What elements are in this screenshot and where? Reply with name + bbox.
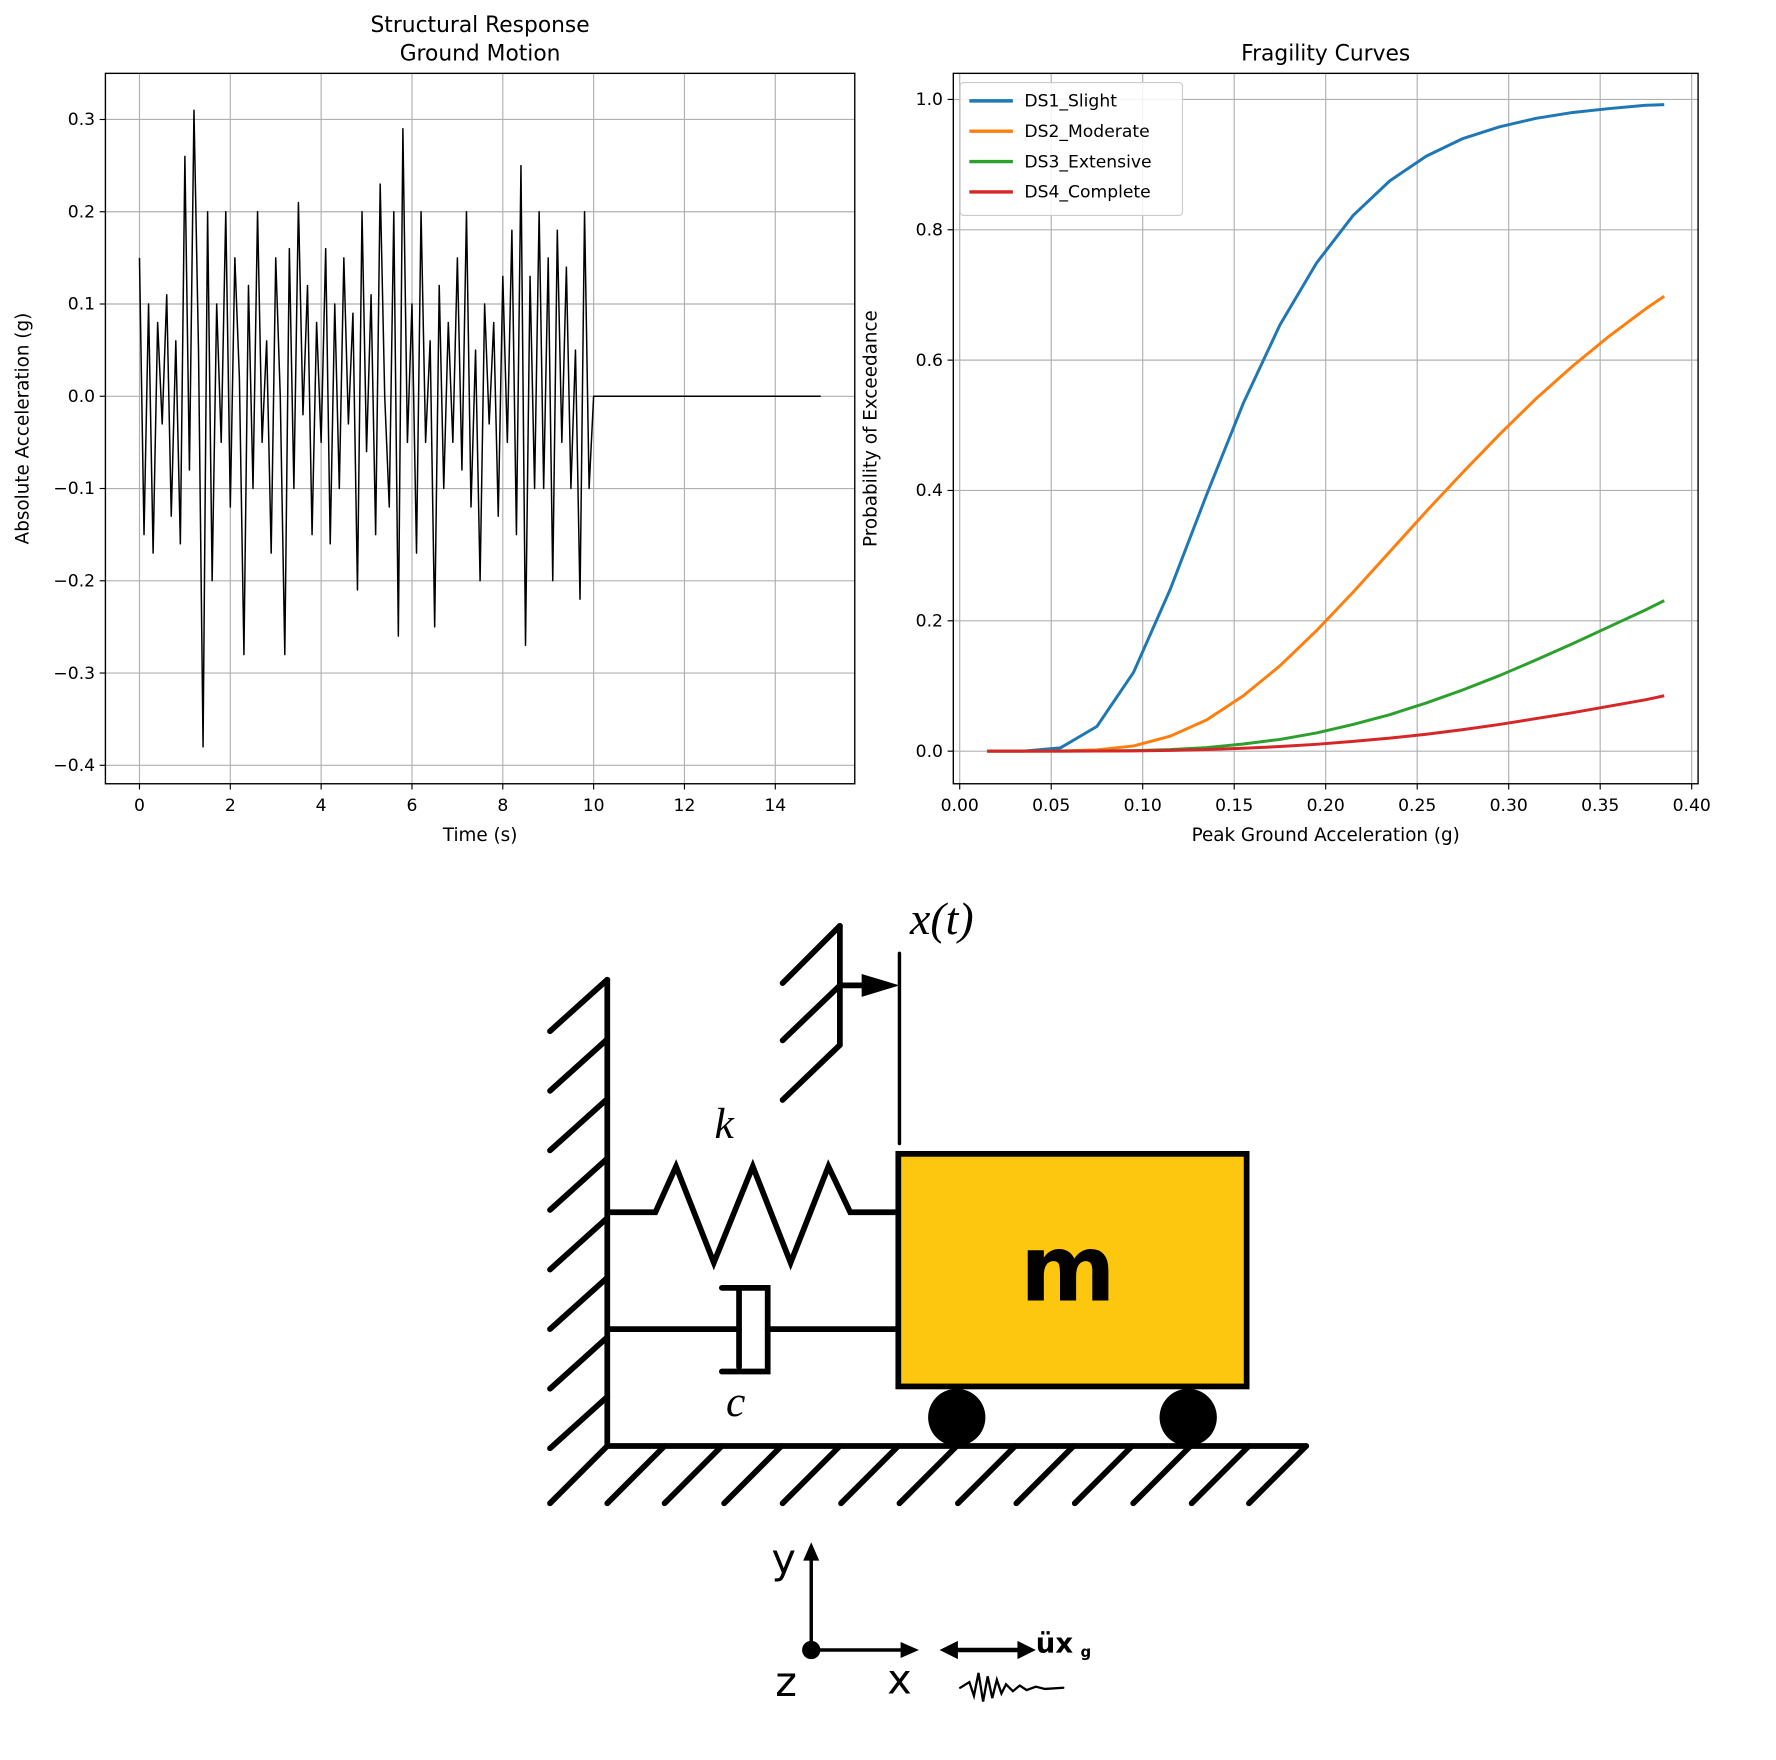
arrow-head [803, 1542, 820, 1561]
y-tick-label: 0.0 [916, 742, 943, 762]
arrow-head [1017, 1640, 1036, 1660]
legend-label: DS4_Complete [1024, 183, 1150, 203]
legend-box [959, 81, 1184, 217]
x-axis-label: Peak Ground Acceleration (g) [1192, 825, 1460, 846]
x-tick-label: 0.15 [1215, 796, 1253, 816]
x-tick-label: 0.25 [1398, 796, 1436, 816]
y-tick-label: −0.4 [53, 756, 95, 776]
ground-accel-subscript: g [1080, 1643, 1091, 1661]
stiffness-label: k [714, 1100, 734, 1148]
displacement-label: x(t) [909, 893, 974, 944]
plot-frame [952, 72, 1699, 785]
legend-label: DS3_Extensive [1024, 152, 1151, 172]
sdof-diagram: x(t) k c m y z x üx g [547, 893, 1310, 1706]
y-tick-label: −0.2 [53, 572, 95, 592]
chart-title: Fragility Curves [1241, 42, 1410, 67]
wheel [928, 1388, 986, 1447]
x-tick-label: 0.35 [1581, 796, 1619, 816]
mass-label: m [1020, 1216, 1116, 1323]
x-tick-label: 0.05 [1032, 796, 1070, 816]
x-tick-label: 0.30 [1490, 796, 1528, 816]
arrow-head [939, 1640, 958, 1660]
reference-hatch [779, 922, 843, 1103]
ground-hatch [547, 1443, 1310, 1507]
chart-panel: 0.00 0.05 0.10 0.15 0.20 0.25 0.30 0.35 0.40 0.0 0… [861, 42, 1711, 846]
x-tick-label: 14 [764, 796, 786, 816]
x-tick-label: 0.10 [1124, 796, 1162, 816]
seismogram [959, 1672, 1065, 1702]
y-tick-label: 0.0 [68, 387, 95, 407]
x-tick-label: 0 [134, 796, 145, 816]
x-tick-label: 0.20 [1307, 796, 1345, 816]
x-tick-label: 6 [407, 796, 418, 816]
chart-title: Structural Response [370, 13, 589, 38]
x-tick-label: 0.00 [941, 796, 979, 816]
y-tick-label: 0.2 [916, 612, 943, 632]
x-tick-label: 8 [497, 796, 508, 816]
x-tick-label: 10 [583, 796, 605, 816]
plot-frame [104, 72, 856, 785]
z-axis-label: z [775, 1658, 797, 1706]
y-axis-label: Absolute Acceleration (g) [13, 313, 34, 545]
y-tick-label: 0.8 [916, 220, 943, 240]
damping-label: c [726, 1378, 745, 1426]
x-tick-label: 0.40 [1673, 796, 1711, 816]
data-line [987, 295, 1666, 753]
y-tick-label: −0.1 [53, 479, 95, 499]
y-tick-label: 0.3 [68, 110, 95, 130]
mass-block [895, 1150, 1250, 1390]
y-tick-label: 0.2 [68, 202, 95, 222]
y-tick-label: 0.1 [68, 295, 95, 315]
arrow-head [861, 973, 900, 997]
legend-label: DS2_Moderate [1024, 122, 1149, 142]
y-tick-label: 1.0 [916, 90, 943, 110]
arrow-head [900, 1641, 919, 1659]
wheel [1159, 1388, 1217, 1447]
y-tick-label: 0.6 [916, 351, 943, 371]
x-tick-label: 4 [316, 796, 327, 816]
y-axis-label: Probability of Exceedance [861, 310, 882, 547]
x-tick-label: 2 [225, 796, 236, 816]
data-line [987, 694, 1665, 753]
legend-label: DS1_Slight [1024, 92, 1117, 112]
x-axis-label: x [887, 1656, 911, 1704]
y-axis-label: y [772, 1535, 796, 1583]
chart-subtitle: Ground Motion [400, 42, 561, 67]
data-line [138, 109, 821, 748]
chart-panel: 0 2 4 6 8 10 12 14 −0.4 −0.3 −0.2 −0.1 0.0 0.1 0.2 0.3 S… [13, 13, 856, 846]
y-tick-label: −0.3 [53, 664, 95, 684]
ground-accel-label: üx [1036, 1627, 1074, 1659]
spring [604, 1158, 902, 1271]
x-tick-label: 12 [674, 796, 696, 816]
wall-hatch [547, 976, 611, 1452]
x-axis-label: Time (s) [442, 825, 518, 846]
y-tick-label: 0.4 [916, 481, 943, 501]
data-line [987, 103, 1665, 753]
